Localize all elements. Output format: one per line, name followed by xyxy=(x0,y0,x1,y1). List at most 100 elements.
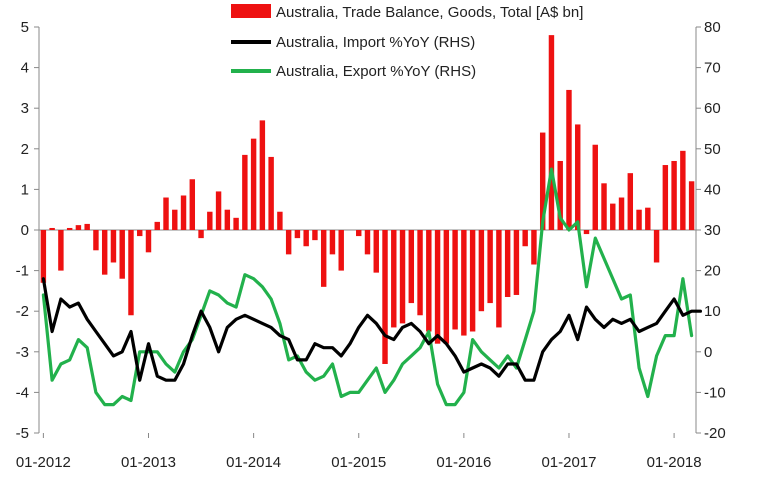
x-tick-label: 01-2017 xyxy=(541,454,596,471)
x-tick-label: 01-2015 xyxy=(331,454,386,471)
trade-balance-bar xyxy=(137,230,143,237)
x-tick-label: 01-2013 xyxy=(121,454,176,471)
trade-balance-bar xyxy=(163,197,169,230)
trade-balance-bar xyxy=(566,89,572,231)
trade-balance-bar xyxy=(373,230,379,273)
trade-balance-bar xyxy=(583,230,590,235)
trade-balance-bar xyxy=(294,230,301,239)
trade-balance-bar xyxy=(49,227,55,230)
trade-balance-bar xyxy=(531,230,537,265)
trade-balance-bar xyxy=(242,154,248,230)
trade-balance-bar xyxy=(557,160,563,230)
trade-balance-bar xyxy=(75,225,82,230)
trade-balance-bar xyxy=(522,230,528,247)
trade-balance-bar xyxy=(426,230,432,332)
trade-balance-bar xyxy=(329,230,336,255)
trade-balance-bar xyxy=(154,221,160,230)
trade-balance-bar xyxy=(653,230,660,263)
left-tick-label: 4 xyxy=(21,60,29,77)
left-tick-label: 5 xyxy=(21,19,29,36)
trade-balance-bar xyxy=(58,230,64,271)
right-tick-label: 30 xyxy=(704,222,721,239)
left-tick-label: 0 xyxy=(21,222,29,239)
trade-balance-bar xyxy=(215,191,222,230)
trade-balance-bar xyxy=(408,230,415,304)
trade-balance-bar xyxy=(84,223,90,230)
x-tick-label: 01-2014 xyxy=(226,454,281,471)
tick-labels: 543210-1-2-3-4-580706050403020100-10-200… xyxy=(16,19,726,471)
import-yoy-line xyxy=(41,277,703,382)
right-tick-label: 50 xyxy=(704,141,721,158)
trade-balance-bar xyxy=(198,230,204,239)
trade-balance-bar xyxy=(618,197,625,230)
trade-balance-bar xyxy=(478,230,485,312)
trade-balance-bar xyxy=(461,230,467,336)
trade-balance-bar xyxy=(469,230,476,332)
right-tick-label: 10 xyxy=(704,303,721,320)
trade-balance-bar xyxy=(662,165,669,230)
trade-balance-bar xyxy=(233,217,239,230)
trade-balance-bar xyxy=(285,230,292,255)
right-tick-label: -10 xyxy=(704,384,726,401)
trade-balance-bar xyxy=(434,230,441,344)
trade-balance-bar xyxy=(636,209,642,230)
trade-balance-bar xyxy=(364,230,371,255)
trade-balance-bar xyxy=(487,230,493,304)
trade-balance-bar xyxy=(496,230,502,328)
trade-balance-bar xyxy=(101,230,108,275)
left-tick-label: 3 xyxy=(21,100,29,117)
trade-balance-bar xyxy=(688,181,695,230)
trade-balance-bar xyxy=(575,124,581,230)
x-tick-label: 01-2018 xyxy=(647,454,702,471)
trade-balance-bar xyxy=(356,230,362,237)
left-tick-label: -5 xyxy=(16,425,29,442)
trade-balance-bar xyxy=(382,230,388,364)
trade-balance-bar xyxy=(671,160,677,230)
trade-balance-bar xyxy=(391,230,397,328)
trade-balance-bar xyxy=(66,227,73,230)
trade-balance-bar xyxy=(627,173,634,230)
x-tick-label: 01-2016 xyxy=(436,454,491,471)
trade-balance-bar xyxy=(145,230,152,253)
left-tick-label: -3 xyxy=(16,344,29,361)
bar-series xyxy=(40,35,695,364)
trade-balance-bar xyxy=(259,120,266,230)
trade-balance-bar xyxy=(645,207,651,230)
line-series xyxy=(41,167,703,407)
trade-balance-bar xyxy=(417,230,423,316)
trade-balance-bar xyxy=(40,230,47,283)
trade-balance-bar xyxy=(601,183,607,230)
left-tick-label: -2 xyxy=(16,303,29,320)
trade-balance-bar xyxy=(680,150,686,230)
trade-balance-bar xyxy=(312,230,318,241)
trade-balance-bar xyxy=(539,132,546,230)
trade-balance-bar xyxy=(443,230,450,344)
legend-label-export: Australia, Export %YoY (RHS) xyxy=(276,63,476,80)
right-tick-label: 40 xyxy=(704,181,721,198)
right-tick-label: 80 xyxy=(704,19,721,36)
trade-balance-bar xyxy=(189,179,196,230)
legend-label-import: Australia, Import %YoY (RHS) xyxy=(276,34,475,51)
trade-balance-bar xyxy=(452,230,458,330)
trade-balance-bar xyxy=(180,195,187,230)
trade-balance-bar xyxy=(268,156,274,230)
left-tick-label: 2 xyxy=(21,141,29,158)
trade-balance-bar xyxy=(172,209,178,230)
trade-balance-bar xyxy=(303,230,309,247)
trade-balance-bar xyxy=(610,203,616,230)
trade-balance-bar xyxy=(119,230,125,279)
trade-balance-bar xyxy=(250,138,257,230)
right-tick-label: -20 xyxy=(704,425,726,442)
trade-balance-bar xyxy=(513,230,520,295)
right-tick-label: 0 xyxy=(704,344,712,361)
trade-balance-bar xyxy=(110,230,117,263)
legend: Australia, Trade Balance, Goods, Total [… xyxy=(231,4,583,80)
trade-balance-bar xyxy=(338,230,344,271)
trade-balance-bar xyxy=(277,211,283,230)
right-tick-label: 20 xyxy=(704,263,721,280)
left-tick-label: -4 xyxy=(16,384,29,401)
legend-swatch-trade-balance xyxy=(231,4,271,18)
trade-balance-bar xyxy=(93,230,99,251)
trade-balance-bar xyxy=(504,230,511,297)
